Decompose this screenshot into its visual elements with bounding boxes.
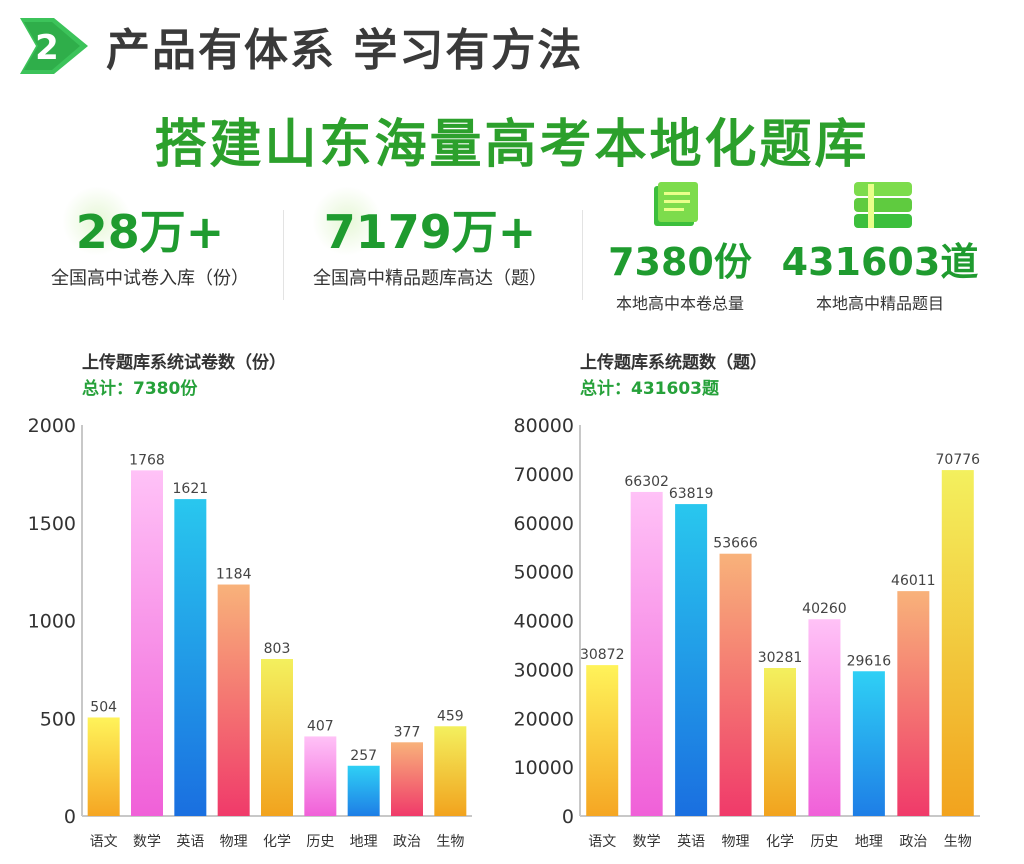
y-tick-label: 70000 [514,464,574,486]
bar [941,470,974,816]
category-label: 地理 [855,834,883,850]
data-label: 377 [394,724,421,740]
stat-value: 28万+ [75,205,225,259]
bar [131,470,163,816]
bar [217,584,250,816]
data-label: 53666 [713,536,758,552]
stat-value: 431603道 [781,240,979,284]
y-tick-label: 50000 [514,562,574,584]
y-tick-label: 1000 [28,611,76,633]
y-tick-label: 30000 [514,659,574,681]
bar [764,668,796,816]
category-label: 化学 [766,834,794,850]
bar [347,765,380,816]
paper-scroll-icon [654,182,698,226]
section-title: 产品有体系 学习有方法 [106,25,584,76]
data-label: 46011 [891,573,936,589]
bar [174,499,207,816]
data-label: 1184 [216,567,252,583]
y-tick-label: 500 [40,708,76,730]
data-label: 30281 [758,650,803,666]
bar [630,491,663,816]
bar [675,504,708,816]
section-number: 2 [35,28,59,68]
y-tick-label: 2000 [28,415,76,437]
data-label: 70776 [936,452,981,468]
section-number-badge: 2 [20,18,88,74]
bar [87,717,120,816]
category-label: 地理 [350,834,378,850]
chart-subtitle-papers: 总计：7380份 [82,379,198,399]
data-label: 504 [90,699,117,715]
stat-value: 7380份 [608,240,752,284]
chart-subtitle-questions: 总计：431603题 [580,379,719,399]
data-label: 40260 [802,601,847,617]
data-label: 257 [350,748,377,764]
data-label: 29616 [847,653,892,669]
y-tick-label: 1500 [28,513,76,535]
stat-label: 本地高中精品题目 [815,294,944,313]
data-label: 66302 [624,474,669,490]
bar [261,659,293,816]
data-label: 407 [307,718,334,734]
data-label: 1768 [129,452,165,468]
stat-value: 7179万+ [323,205,537,259]
category-label: 英语 [176,833,204,850]
bar [391,742,423,816]
stat-label: 全国高中试卷入库（份） [51,268,249,289]
chart-title-papers: 上传题库系统试卷数（份） [82,353,286,373]
divider [283,210,284,300]
bar [808,619,841,816]
stat-local-questions: 431603道 本地高中精品题目 [770,240,990,314]
y-tick-label: 60000 [514,513,574,535]
bar [586,665,619,816]
category-label: 语文 [90,834,118,850]
chart-title-questions: 上传题库系统题数（题） [580,353,767,373]
stat-national-questions: 7179万+ 全国高中精品题库高达（题） [290,206,570,290]
bar [304,736,337,816]
bar [434,726,467,816]
category-label: 历史 [306,834,334,850]
category-label: 语文 [588,834,616,850]
category-label: 英语 [677,833,705,850]
category-label: 数学 [133,834,161,850]
category-label: 政治 [899,834,927,850]
data-label: 63819 [669,486,714,502]
category-label: 数学 [633,834,661,850]
divider [582,210,583,300]
y-tick-label: 20000 [514,708,574,730]
category-label: 政治 [393,834,421,850]
stat-local-papers: 7380份 本地高中本卷总量 [590,240,770,314]
decorative-circle [312,186,382,256]
category-label: 物理 [722,834,750,850]
data-label: 30872 [580,647,625,663]
stat-label: 全国高中精品题库高达（题） [313,268,547,289]
category-label: 生物 [944,834,972,850]
category-label: 化学 [263,834,291,850]
category-label: 生物 [436,834,464,850]
bar [719,553,752,816]
bar [852,671,885,816]
y-tick-label: 0 [64,806,76,828]
main-title: 搭建山东海量高考本地化题库 [154,115,870,175]
y-tick-label: 10000 [514,757,574,779]
bar [897,591,930,816]
data-label: 459 [437,708,464,724]
data-label: 1621 [173,481,209,497]
y-tick-label: 40000 [514,611,574,633]
category-label: 物理 [220,834,248,850]
book-stack-icon [854,182,912,228]
y-tick-label: 0 [562,806,574,828]
decorative-circle [62,186,132,256]
stat-label: 本地高中本卷总量 [615,294,744,313]
stat-national-papers: 28万+ 全国高中试卷入库（份） [30,206,270,290]
category-label: 历史 [810,834,838,850]
data-label: 803 [264,641,291,657]
y-tick-label: 80000 [514,415,574,437]
